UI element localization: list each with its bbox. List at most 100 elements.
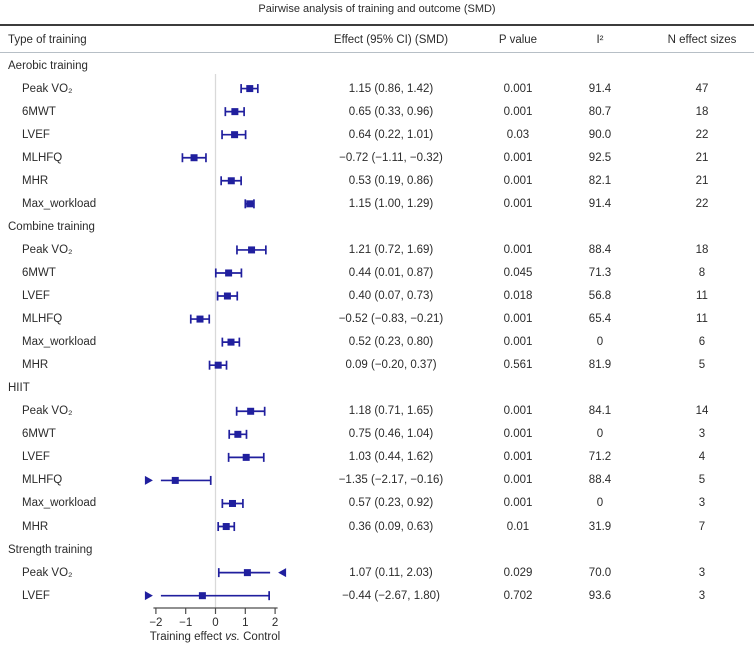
effect-value: 0.52 (0.23, 0.80) <box>348 336 434 349</box>
x-axis-tick-label: −1 <box>179 617 192 629</box>
n-value: 22 <box>695 128 709 141</box>
outcome-label: LVEF <box>22 589 50 602</box>
outcome-label: MLHFQ <box>22 474 63 487</box>
i2-value: 0 <box>596 428 604 441</box>
outcome-label: 6MWT <box>22 428 56 441</box>
p-value: 0.01 <box>506 520 530 533</box>
i2-value: 71.2 <box>588 451 612 464</box>
effect-value: −0.72 (−1.11, −0.32) <box>339 151 443 164</box>
p-value: 0.001 <box>503 243 533 256</box>
effect-value: −0.44 (−2.67, 1.80) <box>342 589 440 602</box>
p-value: 0.001 <box>503 82 533 95</box>
i2-value: 90.0 <box>588 128 612 141</box>
effect-value: 0.09 (−0.20, 0.37) <box>345 359 437 372</box>
n-value: 21 <box>695 151 709 164</box>
n-value: 5 <box>698 359 706 372</box>
p-value: 0.702 <box>503 589 533 602</box>
figure-title: Pairwise analysis of training and outcom… <box>258 3 496 15</box>
outcome-label: LVEF <box>22 451 50 464</box>
i2-value: 92.5 <box>588 151 612 164</box>
outcome-label: MHR <box>22 359 49 372</box>
effect-value: 0.57 (0.23, 0.92) <box>348 497 434 510</box>
outcome-label: Max_workload <box>22 497 97 510</box>
outcome-label: LVEF <box>22 290 50 303</box>
outcome-label: Max_workload <box>22 336 97 349</box>
x-axis-tick-label: 2 <box>272 617 278 629</box>
outcome-label: LVEF <box>22 128 50 141</box>
col-header-p-value: P value <box>498 34 538 46</box>
p-value: 0.001 <box>503 197 533 210</box>
p-value: 0.001 <box>503 174 533 187</box>
outcome-label: MLHFQ <box>22 151 63 164</box>
x-axis-title-part2: Control <box>239 631 281 643</box>
outcome-label: MHR <box>22 520 49 533</box>
p-value: 0.001 <box>503 405 533 418</box>
effect-value: −1.35 (−2.17, −0.16) <box>338 474 444 487</box>
x-axis-tick-label: 0 <box>212 617 218 629</box>
p-value: 0.001 <box>503 497 533 510</box>
outcome-label: Peak VO₂ <box>22 82 73 95</box>
top-rule <box>0 24 754 26</box>
x-axis-tick-label: −2 <box>149 617 162 629</box>
p-value: 0.03 <box>506 128 530 141</box>
col-header-type-of-training: Type of training <box>8 34 87 46</box>
n-value: 7 <box>698 520 706 533</box>
col-header-effect: Effect (95% CI) (SMD) <box>333 34 449 46</box>
n-value: 18 <box>695 105 709 118</box>
i2-value: 0 <box>596 336 604 349</box>
n-value: 14 <box>695 405 709 418</box>
p-value: 0.001 <box>503 313 533 326</box>
effect-value: 1.18 (0.71, 1.65) <box>348 405 434 418</box>
i2-value: 70.0 <box>588 566 612 579</box>
i2-value: 91.4 <box>588 197 612 210</box>
outcome-label: Peak VO₂ <box>22 566 73 579</box>
n-value: 11 <box>696 313 708 326</box>
p-value: 0.029 <box>503 566 533 579</box>
outcome-label: MHR <box>22 174 49 187</box>
effect-value: 0.75 (0.46, 1.04) <box>348 428 434 441</box>
p-value: 0.001 <box>503 336 533 349</box>
i2-value: 71.3 <box>588 266 612 279</box>
i2-value: 31.9 <box>588 520 612 533</box>
i2-value: 65.4 <box>588 313 612 326</box>
n-value: 18 <box>695 243 709 256</box>
group-label: HIIT <box>8 382 30 395</box>
effect-value: 1.15 (0.86, 1.42) <box>348 82 434 95</box>
effect-value: 0.65 (0.33, 0.96) <box>348 105 434 118</box>
col-header-n-effect-sizes: N effect sizes <box>667 34 737 46</box>
i2-value: 93.6 <box>588 589 612 602</box>
effect-value: 0.44 (0.01, 0.87) <box>348 266 434 279</box>
n-value: 6 <box>698 336 706 349</box>
p-value: 0.001 <box>503 428 533 441</box>
effect-value: 1.21 (0.72, 1.69) <box>348 243 434 256</box>
effect-value: 0.53 (0.19, 0.86) <box>348 174 434 187</box>
n-value: 47 <box>695 82 709 95</box>
n-value: 3 <box>698 566 706 579</box>
x-axis-title-vs: vs. <box>225 631 240 643</box>
outcome-label: MLHFQ <box>22 313 63 326</box>
n-value: 4 <box>698 451 706 464</box>
p-value: 0.001 <box>503 474 533 487</box>
i2-value: 81.9 <box>588 359 612 372</box>
n-value: 8 <box>698 266 706 279</box>
n-value: 11 <box>696 290 708 303</box>
group-label: Aerobic training <box>8 59 88 72</box>
i2-value: 88.4 <box>588 243 612 256</box>
x-axis-title: Training effect vs. Control <box>115 631 315 643</box>
p-value: 0.561 <box>503 359 533 372</box>
outcome-label: 6MWT <box>22 105 56 118</box>
n-value: 21 <box>695 174 709 187</box>
effect-value: 0.40 (0.07, 0.73) <box>348 290 434 303</box>
i2-value: 84.1 <box>588 405 612 418</box>
n-value: 3 <box>698 497 706 510</box>
p-value: 0.001 <box>503 451 533 464</box>
i2-value: 56.8 <box>588 290 612 303</box>
effect-value: −0.52 (−0.83, −0.21) <box>338 313 444 326</box>
p-value: 0.001 <box>503 105 533 118</box>
n-value: 3 <box>698 428 706 441</box>
i2-value: 91.4 <box>588 82 612 95</box>
col-header-i-squared: I² <box>596 34 604 46</box>
effect-value: 0.64 (0.22, 1.01) <box>348 128 434 141</box>
outcome-label: Peak VO₂ <box>22 243 73 256</box>
